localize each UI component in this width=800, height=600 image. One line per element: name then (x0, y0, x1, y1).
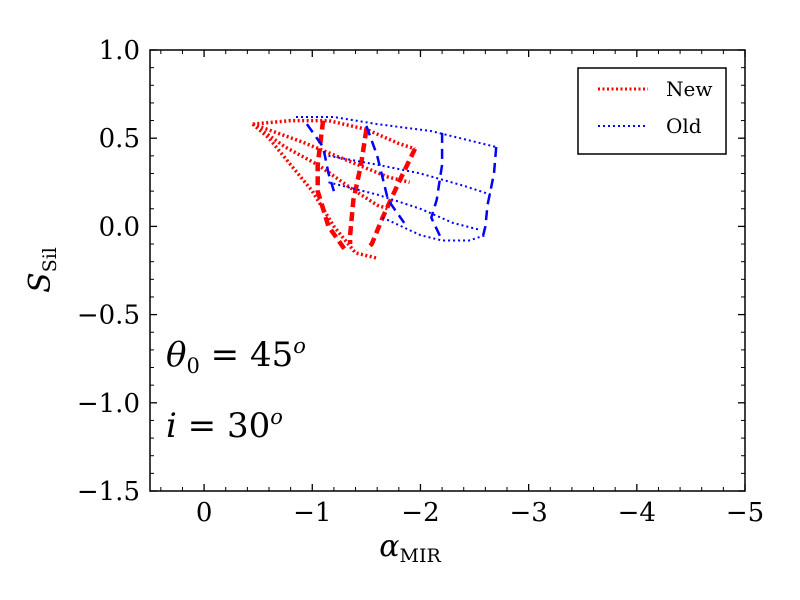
plot-frame (149, 49, 746, 492)
legend-box (577, 67, 727, 155)
y-tick-label: −0.5 (77, 301, 140, 331)
x-tick-label: −1 (293, 498, 331, 528)
y-tick-label: −1.5 (77, 477, 140, 507)
series-old-dotted-line (382, 216, 486, 242)
series-old-dashed-line (481, 146, 498, 236)
x-tick-label: 0 (196, 498, 213, 528)
tick-labels: 0 −1 −2 −3 −4 −5 1.0 0.5 0.0 −0.5 −1.0 −1.5 (77, 36, 764, 528)
ticks (150, 49, 746, 492)
legend-label-old: Old (666, 114, 702, 138)
y-axis-label: SSil (23, 247, 61, 293)
series-old-dashed-line (365, 125, 406, 224)
series-old-dashed-line (305, 123, 336, 192)
x-axis-label: αMIR (379, 529, 441, 567)
series-new-dashed-line (315, 120, 347, 251)
series-new-dashed-line (347, 129, 369, 244)
annotation-inclination: i = 30o (166, 405, 283, 446)
plot-lines (251, 116, 498, 260)
legend-label-new: New (666, 77, 712, 101)
series-old-dotted-line (296, 116, 497, 148)
y-tick-label: 0.5 (99, 124, 140, 154)
y-tick-label: −1.0 (77, 389, 140, 419)
y-tick-label: 0.0 (99, 212, 140, 242)
annotation-theta: θ0 = 45o (166, 334, 306, 378)
legend: New Old (577, 67, 727, 155)
y-tick-label: 1.0 (99, 36, 140, 66)
x-tick-label: −2 (401, 498, 439, 528)
series-new-dotted-line (251, 122, 389, 211)
series-new-dotted-line (252, 122, 411, 184)
series-new-dotted-line (251, 122, 378, 260)
x-tick-label: −5 (726, 498, 764, 528)
x-tick-label: −4 (618, 498, 656, 528)
series-old-dashed-line (429, 132, 444, 242)
series-new-dotted-line (252, 118, 416, 151)
x-tick-label: −3 (509, 498, 547, 528)
series-old-dotted-line (328, 181, 481, 231)
